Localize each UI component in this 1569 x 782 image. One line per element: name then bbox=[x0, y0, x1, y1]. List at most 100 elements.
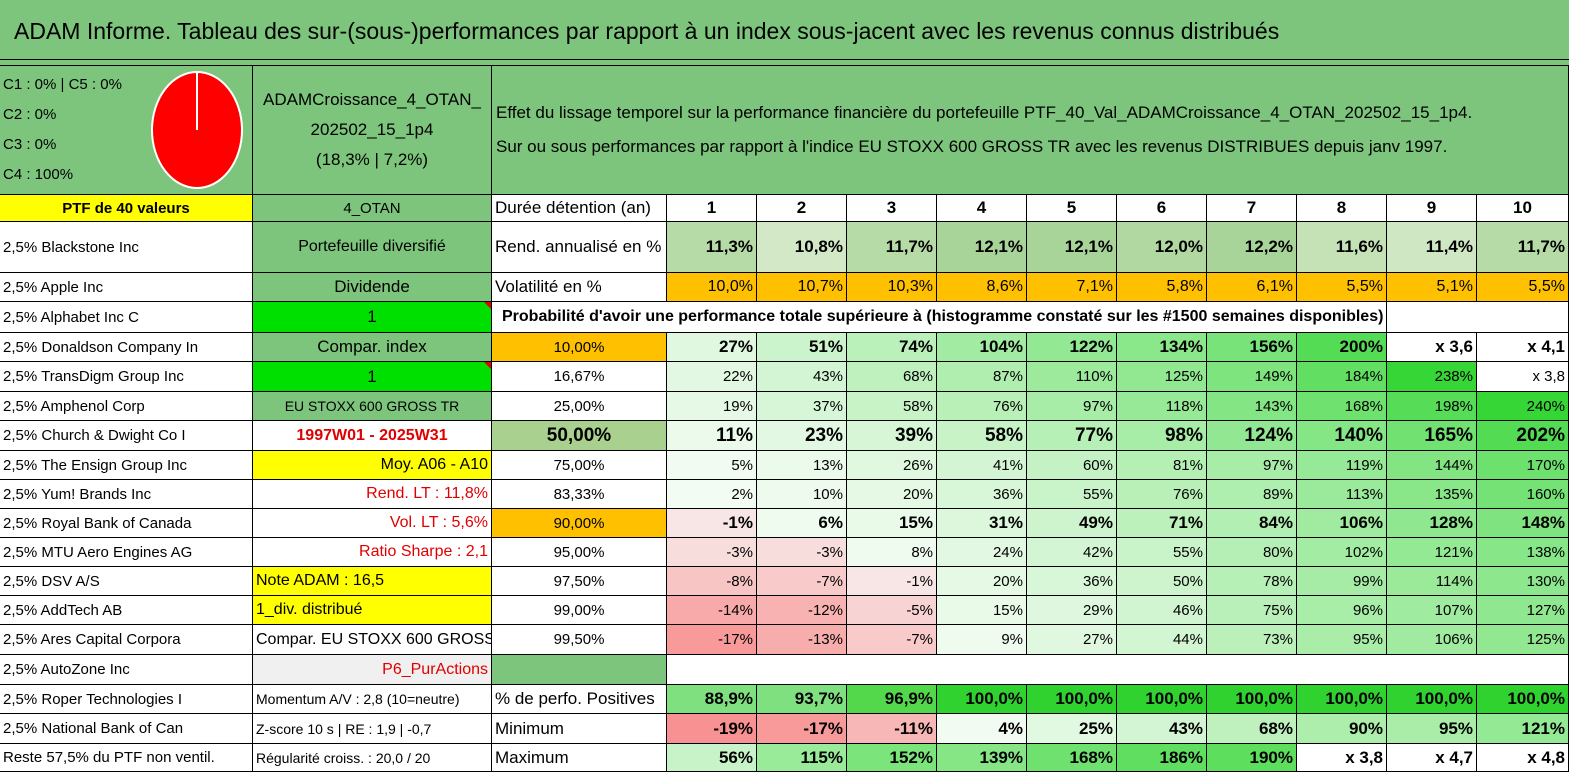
quantile-value: 140% bbox=[1297, 421, 1387, 451]
quantile-value: 50% bbox=[1117, 567, 1207, 596]
info-cell: 1 bbox=[253, 362, 492, 392]
quantile-value: x 3,8 bbox=[1477, 362, 1569, 392]
quantile-value: 104% bbox=[937, 333, 1027, 362]
vol-value: 8,6% bbox=[937, 273, 1027, 302]
quantile-value: 96% bbox=[1297, 596, 1387, 625]
quantile-label: 83,33% bbox=[492, 480, 667, 509]
report-title: ADAM Informe. Tableau des sur-(sous-)per… bbox=[0, 0, 1569, 60]
holding-row: 2,5% The Ensign Group Inc bbox=[0, 451, 253, 480]
quantile-value: 202% bbox=[1477, 421, 1569, 451]
quantile-value: 74% bbox=[847, 333, 937, 362]
info-cell: EU STOXX 600 GROSS TR bbox=[253, 392, 492, 421]
year-header: 10 bbox=[1477, 195, 1569, 222]
minimum-value: 121% bbox=[1477, 714, 1569, 744]
maximum-value: x 4,7 bbox=[1387, 744, 1477, 772]
portfolio-code: 4_OTAN bbox=[253, 195, 492, 222]
quantile-value: 68% bbox=[847, 362, 937, 392]
rend-value: 11,7% bbox=[1477, 222, 1569, 273]
quantile-value: -13% bbox=[757, 625, 847, 655]
portfolio-name: ADAMCroissance_4_OTAN_ 202502_15_1p4 (18… bbox=[253, 66, 492, 195]
holding-row: 2,5% National Bank of Can bbox=[0, 714, 253, 744]
info-cell: Vol. LT : 5,6% bbox=[253, 509, 492, 538]
quantile-value: 23% bbox=[757, 421, 847, 451]
quantile-value: 78% bbox=[1207, 567, 1297, 596]
info-cell: Momentum A/V : 2,8 (10=neutre) bbox=[253, 685, 492, 714]
quantile-value: 75% bbox=[1207, 596, 1297, 625]
info-cell: Dividende bbox=[253, 273, 492, 302]
probability-header: Probabilité d'avoir une performance tota… bbox=[492, 302, 1387, 333]
portfolio-name-line: (18,3% | 7,2%) bbox=[315, 150, 429, 169]
vol-value: 10,3% bbox=[847, 273, 937, 302]
rend-value: 12,1% bbox=[1027, 222, 1117, 273]
quantile-value: 43% bbox=[757, 362, 847, 392]
quantile-value: 24% bbox=[937, 538, 1027, 567]
quantile-value: 11% bbox=[667, 421, 757, 451]
quantile-value: 8% bbox=[847, 538, 937, 567]
quantile-value: -14% bbox=[667, 596, 757, 625]
year-header: 4 bbox=[937, 195, 1027, 222]
year-header: 5 bbox=[1027, 195, 1117, 222]
vol-value: 6,1% bbox=[1207, 273, 1297, 302]
positives-value: 96,9% bbox=[847, 685, 937, 714]
quantile-value: 81% bbox=[1117, 451, 1207, 480]
portfolio-size-label: PTF de 40 valeurs bbox=[0, 195, 253, 222]
holding-row: 2,5% Alphabet Inc C bbox=[0, 302, 253, 333]
quantile-value: 37% bbox=[757, 392, 847, 421]
quantile-value: 121% bbox=[1387, 538, 1477, 567]
legend-line: C2 : 0% bbox=[3, 106, 57, 123]
minimum-value: -19% bbox=[667, 714, 757, 744]
vol-value: 7,1% bbox=[1027, 273, 1117, 302]
info-cell: Ratio Sharpe : 2,1 bbox=[253, 538, 492, 567]
year-header: 6 bbox=[1117, 195, 1207, 222]
quantile-value: -1% bbox=[847, 567, 937, 596]
quantile-value: 134% bbox=[1117, 333, 1207, 362]
legend-line: C1 : 0% | C5 : 0% bbox=[3, 76, 122, 93]
positives-value: 100,0% bbox=[1117, 685, 1207, 714]
quantile-value: 44% bbox=[1117, 625, 1207, 655]
minimum-value: 90% bbox=[1297, 714, 1387, 744]
quantile-value: 95% bbox=[1297, 625, 1387, 655]
quantile-value: 144% bbox=[1387, 451, 1477, 480]
quantile-value: 138% bbox=[1477, 538, 1569, 567]
quantile-value: 114% bbox=[1387, 567, 1477, 596]
quantile-label: 10,00% bbox=[492, 333, 667, 362]
quantile-value: 149% bbox=[1207, 362, 1297, 392]
rend-value: 11,3% bbox=[667, 222, 757, 273]
holding-row: 2,5% AddTech AB bbox=[0, 596, 253, 625]
quantile-value: 20% bbox=[937, 567, 1027, 596]
quantile-value: 58% bbox=[937, 421, 1027, 451]
holding-row: 2,5% Roper Technologies I bbox=[0, 685, 253, 714]
quantile-value: 170% bbox=[1477, 451, 1569, 480]
quantile-value: 58% bbox=[847, 392, 937, 421]
quantile-value: 97% bbox=[1027, 392, 1117, 421]
info-cell: P6_PurActions bbox=[253, 655, 492, 685]
quantile-value: -7% bbox=[847, 625, 937, 655]
vol-value: 10,0% bbox=[667, 273, 757, 302]
holding-period-label: Durée détention (an) bbox=[492, 195, 667, 222]
info-cell: 1997W01 - 2025W31 bbox=[253, 421, 492, 451]
quantile-value: 46% bbox=[1117, 596, 1207, 625]
comment-marker bbox=[484, 302, 491, 309]
quantile-value: 124% bbox=[1207, 421, 1297, 451]
vol-value: 5,8% bbox=[1117, 273, 1207, 302]
quantile-value: -12% bbox=[757, 596, 847, 625]
rend-label: Rend. annualisé en % bbox=[492, 222, 667, 273]
positives-value: 100,0% bbox=[1477, 685, 1569, 714]
quantile-value: 41% bbox=[937, 451, 1027, 480]
positives-value: 100,0% bbox=[937, 685, 1027, 714]
quantile-value: -17% bbox=[667, 625, 757, 655]
holding-row: 2,5% TransDigm Group Inc bbox=[0, 362, 253, 392]
holding-row: 2,5% Apple Inc bbox=[0, 273, 253, 302]
maximum-label: Maximum bbox=[492, 744, 667, 772]
quantile-value: 42% bbox=[1027, 538, 1117, 567]
vol-value: 5,5% bbox=[1477, 273, 1569, 302]
quantile-label: 90,00% bbox=[492, 509, 667, 538]
minimum-value: 95% bbox=[1387, 714, 1477, 744]
maximum-value: 190% bbox=[1207, 744, 1297, 772]
minimum-value: 4% bbox=[937, 714, 1027, 744]
quantile-value: 165% bbox=[1387, 421, 1477, 451]
quantile-label: 75,00% bbox=[492, 451, 667, 480]
vol-value: 5,5% bbox=[1297, 273, 1387, 302]
quantile-value: 106% bbox=[1297, 509, 1387, 538]
